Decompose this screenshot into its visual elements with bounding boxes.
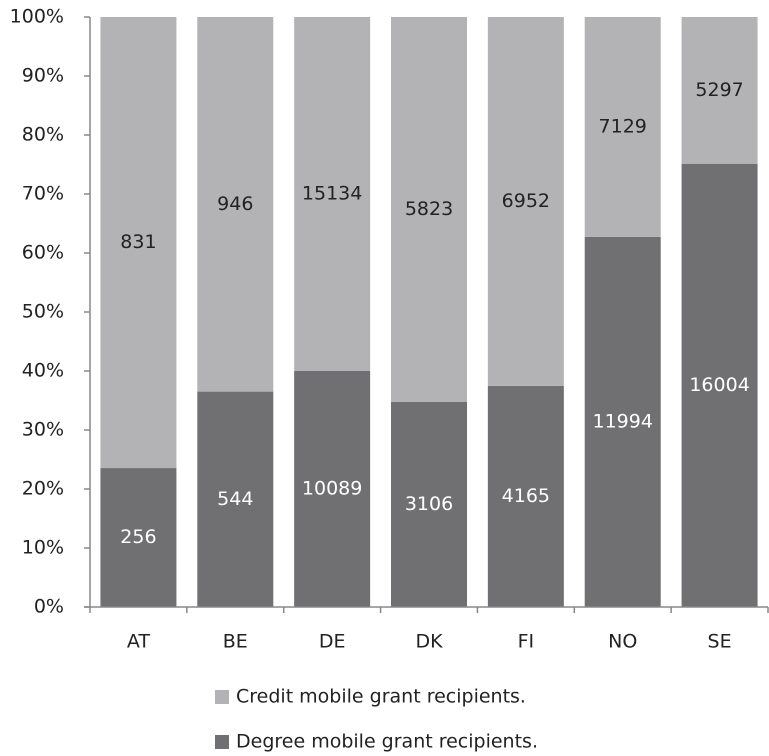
data-label: 5297 <box>695 79 743 101</box>
y-tick-label: 50% <box>22 301 64 323</box>
y-tick-label: 90% <box>22 65 64 87</box>
legend-swatch <box>215 735 229 749</box>
bar-segment <box>681 17 758 164</box>
bar-segment <box>487 385 564 607</box>
legend-label: Degree mobile grant recipients. <box>236 731 538 753</box>
y-tick-label: 70% <box>22 183 64 205</box>
bar-segment <box>100 468 177 607</box>
bar-segment <box>391 17 467 402</box>
bar-segment <box>681 163 758 607</box>
data-label: 3106 <box>405 493 453 515</box>
legend-label: Credit mobile grant recipients. <box>236 686 526 708</box>
data-label: 15134 <box>302 183 362 205</box>
data-label: 7129 <box>599 115 647 137</box>
y-tick-label: 80% <box>22 124 64 146</box>
bar-segment <box>197 17 274 392</box>
data-label: 544 <box>217 488 253 510</box>
data-label: 256 <box>120 526 156 548</box>
x-tick-label: AT <box>127 631 151 653</box>
bar-segment <box>584 236 661 607</box>
x-tick-label: DK <box>415 631 443 653</box>
y-tick-label: 20% <box>22 478 64 500</box>
bar-segment <box>294 17 371 372</box>
data-label: 11994 <box>592 410 652 432</box>
x-tick-label: DE <box>319 631 346 653</box>
y-tick-label: 30% <box>22 419 64 441</box>
y-tick-label: 60% <box>22 242 64 264</box>
x-tick-label: FI <box>518 631 535 653</box>
data-label: 6952 <box>502 190 550 212</box>
data-label: 946 <box>217 193 253 215</box>
x-tick-label: BE <box>223 631 248 653</box>
data-label: 4165 <box>502 485 550 507</box>
x-tick-label: NO <box>608 631 637 653</box>
bar-segment <box>197 391 274 607</box>
y-tick-label: 100% <box>10 6 64 28</box>
data-label: 831 <box>120 231 156 253</box>
bar-segment <box>391 401 467 607</box>
data-label: 5823 <box>405 198 453 220</box>
bar-segment <box>100 17 177 469</box>
y-tick-label: 10% <box>22 537 64 559</box>
x-tick-label: SE <box>708 631 732 653</box>
data-label: 10089 <box>302 478 362 500</box>
y-tick-label: 40% <box>22 360 64 382</box>
legend-swatch <box>215 690 229 704</box>
data-label: 16004 <box>689 374 749 396</box>
bar-segment <box>487 17 564 386</box>
bar-segment <box>294 371 371 607</box>
y-tick-label: 0% <box>34 596 64 618</box>
bar-segment <box>584 17 661 237</box>
